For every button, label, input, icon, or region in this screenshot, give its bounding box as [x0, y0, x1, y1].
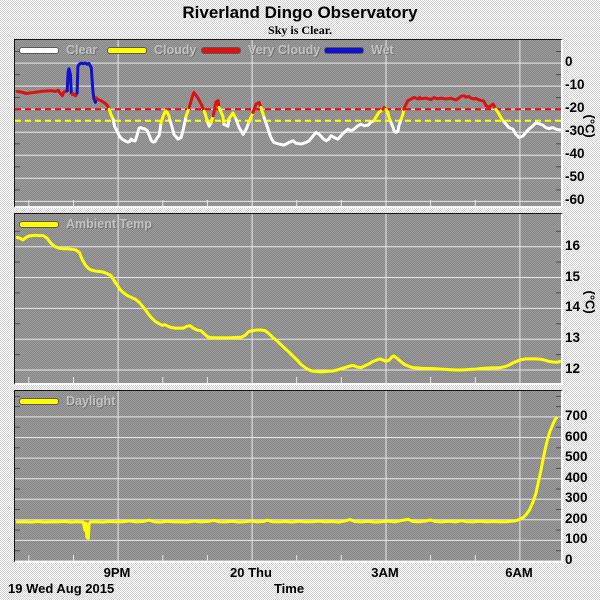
- y-axis-tick-label: -10: [565, 77, 585, 92]
- x-tick-label-20-thu: 20 Thu: [230, 565, 272, 580]
- x-axis-title: Time: [273, 581, 305, 596]
- y-axis-tick-label: -30: [565, 123, 585, 138]
- ambient-y-axis-unit: (°C): [582, 290, 598, 314]
- y-axis-tick-label: 200: [565, 511, 588, 526]
- very-cloudy-line-swatch: [201, 46, 241, 54]
- y-axis-tick-label: 16: [565, 238, 581, 253]
- y-axis-tick-label: -40: [565, 146, 585, 161]
- legend-item-clear: Clear: [19, 43, 97, 57]
- ambient-chart-canvas: [15, 214, 561, 383]
- cloudy-line-swatch: [107, 46, 147, 54]
- y-axis-tick-label: 14: [565, 299, 581, 314]
- sky-legend: Clear Cloudy Very Cloudy Wet: [15, 43, 561, 59]
- legend-item-cloudy: Cloudy: [107, 43, 196, 57]
- sky-conditions-panel: Clear Cloudy Very Cloudy Wet: [14, 39, 563, 208]
- legend-label-clear: Clear: [66, 43, 98, 57]
- x-tick-label-6am: 6AM: [505, 565, 533, 580]
- sky-y-axis-unit: (°C): [582, 114, 598, 138]
- y-axis-tick-label: -20: [565, 100, 585, 115]
- y-axis-tick-label: 0: [565, 552, 573, 567]
- x-tick-label-9pm: 9PM: [103, 565, 131, 580]
- legend-item-very-cloudy: Very Cloudy: [201, 43, 320, 57]
- sky-status-text: Sky is Clear.: [268, 23, 332, 37]
- legend-label-wet: Wet: [371, 43, 394, 57]
- y-axis-tick-label: 500: [565, 449, 588, 464]
- y-axis-tick-label: 0: [565, 54, 573, 69]
- sky-y-axis-labels: 0 -10 -20 -30 -40 -50 -60: [563, 39, 599, 207]
- ambient-y-axis-labels: 16 15 14 13 12: [563, 213, 599, 382]
- daylight-line-swatch: [19, 397, 59, 405]
- daylight-panel: Daylight: [14, 390, 563, 563]
- daylight-chart-canvas: [15, 391, 561, 561]
- y-axis-tick-label: 600: [565, 429, 588, 444]
- y-axis-tick-label: 400: [565, 470, 588, 485]
- sky-chart-canvas: [15, 40, 561, 206]
- y-axis-tick-label: -50: [565, 169, 585, 184]
- date-label: 19 Wed Aug 2015: [8, 581, 115, 596]
- ambient-temp-panel: Ambient Temp: [14, 213, 563, 385]
- y-axis-tick-label: 15: [565, 269, 581, 284]
- x-tick-label-3am: 3AM: [371, 565, 399, 580]
- legend-item-daylight: Daylight: [19, 394, 115, 408]
- ambient-temp-line-swatch: [19, 220, 59, 228]
- wet-line-swatch: [324, 46, 364, 54]
- legend-item-ambient-temp: Ambient Temp: [19, 217, 152, 231]
- clear-line-swatch: [19, 46, 59, 54]
- legend-item-wet: Wet: [324, 43, 394, 57]
- legend-label-ambient-temp: Ambient Temp: [66, 217, 152, 231]
- y-axis-tick-label: 700: [565, 408, 588, 423]
- y-axis-tick-label: 300: [565, 490, 588, 505]
- ambient-legend: Ambient Temp: [15, 217, 561, 233]
- daylight-legend: Daylight: [15, 394, 561, 410]
- legend-label-cloudy: Cloudy: [154, 43, 197, 57]
- legend-label-daylight: Daylight: [66, 394, 116, 408]
- legend-label-very-cloudy: Very Cloudy: [248, 43, 321, 57]
- y-axis-tick-label: 100: [565, 531, 588, 546]
- y-axis-tick-label: 13: [565, 330, 581, 345]
- page-title: Riverland Dingo Observatory: [182, 3, 418, 22]
- y-axis-tick-label: -60: [565, 192, 585, 207]
- daylight-y-axis-labels: 700 600 500 400 300 200 100 0: [563, 390, 599, 567]
- y-axis-tick-label: 12: [565, 361, 581, 376]
